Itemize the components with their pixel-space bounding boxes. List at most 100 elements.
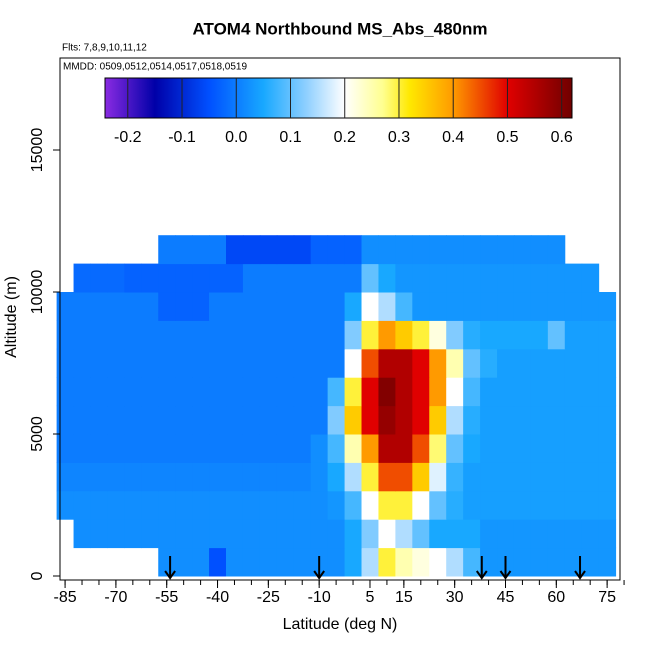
heat-cell xyxy=(395,547,413,577)
heat-cell xyxy=(310,462,329,492)
heat-cell xyxy=(429,462,447,492)
heat-cell xyxy=(124,348,142,378)
x-tick-label: -10 xyxy=(308,589,331,606)
heat-cell xyxy=(158,377,176,407)
heat-cell xyxy=(276,320,295,350)
x-tick-label: 30 xyxy=(446,589,464,606)
heat-cell xyxy=(141,405,159,435)
heat-cell xyxy=(73,519,91,549)
heat-cell xyxy=(175,235,193,265)
heat-cell xyxy=(463,547,481,577)
heat-cell xyxy=(175,434,193,463)
heat-cell xyxy=(259,405,278,435)
heat-cell xyxy=(175,377,193,407)
heat-cell xyxy=(378,377,396,407)
heat-cell xyxy=(497,490,515,520)
heat-cell xyxy=(175,263,193,293)
heat-cell xyxy=(378,320,396,350)
heat-cell xyxy=(361,519,379,549)
heat-cell xyxy=(73,263,91,293)
heat-cell xyxy=(259,263,278,293)
heat-cell xyxy=(158,235,176,265)
heat-cell xyxy=(276,519,295,549)
heat-cell xyxy=(107,490,125,520)
heat-cell xyxy=(429,235,447,265)
heat-cell xyxy=(259,519,278,549)
x-tick-label: -55 xyxy=(155,589,178,606)
heat-cell xyxy=(598,292,617,321)
heat-cell xyxy=(412,348,430,378)
heat-cell xyxy=(581,490,600,520)
heat-cell xyxy=(293,490,312,520)
y-tick-label: 0 xyxy=(29,571,46,580)
heat-cell xyxy=(226,519,244,549)
heat-cell xyxy=(327,320,346,350)
heat-cell xyxy=(412,462,430,492)
heat-cell xyxy=(598,377,617,407)
heat-cell xyxy=(310,292,329,321)
heat-cell xyxy=(310,348,329,378)
heat-cell xyxy=(327,434,346,463)
heat-cell xyxy=(395,434,413,463)
heat-cell xyxy=(90,490,108,520)
arrow-head xyxy=(499,570,512,580)
heat-cell xyxy=(293,320,312,350)
heat-cell xyxy=(226,547,244,577)
heat-cell xyxy=(463,348,481,378)
heat-cell xyxy=(107,348,125,378)
heat-cell xyxy=(378,263,396,293)
heat-cell xyxy=(395,292,413,321)
heat-cell xyxy=(361,434,379,463)
heat-cell xyxy=(124,490,142,520)
heat-cell xyxy=(378,348,396,378)
heat-cell xyxy=(293,547,312,577)
heat-cell xyxy=(463,434,481,463)
heat-cell xyxy=(209,490,227,520)
heat-cell xyxy=(276,434,295,463)
heat-cell xyxy=(73,434,91,463)
heat-cell xyxy=(446,434,464,463)
heat-cell xyxy=(463,462,481,492)
heat-cell xyxy=(412,547,430,577)
heat-cell xyxy=(564,462,583,492)
heat-cell xyxy=(293,348,312,378)
heat-cell xyxy=(192,490,210,520)
x-tick-label: 15 xyxy=(395,589,413,606)
heat-cell xyxy=(226,462,244,492)
heat-cell xyxy=(480,490,498,520)
heat-cell xyxy=(446,348,464,378)
heat-cell xyxy=(480,434,498,463)
heat-cell xyxy=(564,348,583,378)
heat-cell xyxy=(90,377,108,407)
heat-cell xyxy=(242,263,261,293)
heat-cell xyxy=(480,405,498,435)
x-tick-label: 60 xyxy=(547,589,565,606)
heat-cell xyxy=(226,377,244,407)
heat-cell xyxy=(158,462,176,492)
heat-cell xyxy=(226,263,244,293)
heat-cell xyxy=(395,235,413,265)
heat-cell xyxy=(56,320,75,350)
heat-cell xyxy=(276,263,295,293)
heat-cell xyxy=(276,235,295,265)
heat-cell xyxy=(158,490,176,520)
heat-cell xyxy=(547,519,566,549)
heat-cell xyxy=(158,434,176,463)
heat-cell xyxy=(480,377,498,407)
colorbar-tick-label: 0.6 xyxy=(551,129,573,146)
heat-cell xyxy=(242,490,261,520)
heat-cell xyxy=(412,434,430,463)
heat-cell xyxy=(429,263,447,293)
heat-cell xyxy=(412,490,430,520)
heat-cell xyxy=(547,377,566,407)
heat-cell xyxy=(56,292,75,321)
heat-cell xyxy=(598,405,617,435)
heat-cell xyxy=(90,348,108,378)
heat-cell xyxy=(209,320,227,350)
heat-cell xyxy=(192,519,210,549)
heat-cell xyxy=(141,462,159,492)
heat-cell xyxy=(497,235,515,265)
heat-cell xyxy=(209,292,227,321)
heat-cell xyxy=(192,348,210,378)
heat-cell xyxy=(378,490,396,520)
